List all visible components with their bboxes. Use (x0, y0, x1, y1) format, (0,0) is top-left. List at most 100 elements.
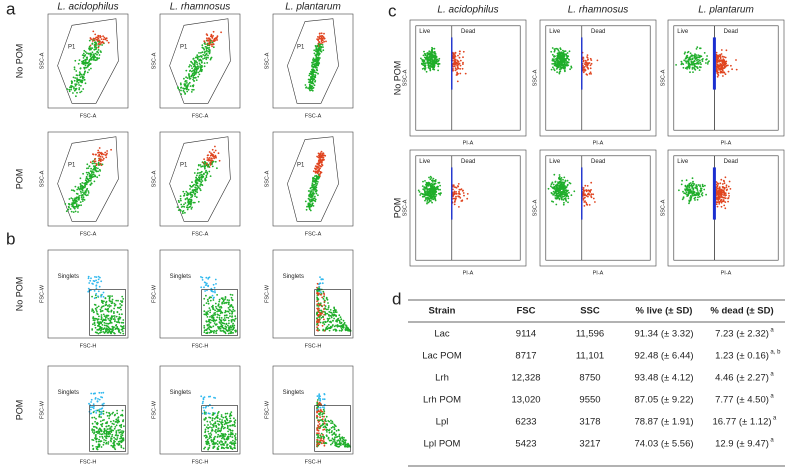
event-dot (193, 65, 195, 68)
event-dot (222, 416, 225, 419)
event-dot (117, 434, 119, 437)
event-dot (68, 206, 70, 209)
event-dot (114, 440, 116, 443)
event-dot (211, 424, 214, 426)
event-dot (214, 397, 217, 399)
event-dot (335, 309, 337, 311)
event-dot (208, 412, 211, 415)
event-dot (88, 177, 91, 180)
event-dot (317, 324, 320, 327)
event-dot (322, 152, 325, 155)
event-dot (555, 68, 558, 70)
event-dot (97, 163, 100, 165)
event-dot (75, 205, 78, 208)
event-dot (457, 54, 459, 57)
event-dot (570, 194, 573, 197)
event-dot (317, 181, 319, 183)
event-dot (228, 433, 230, 436)
event-dot (99, 308, 102, 311)
event-dot (343, 436, 345, 439)
event-dot (206, 62, 209, 64)
event-dot (220, 443, 223, 446)
event-dot (177, 87, 180, 90)
event-dot (312, 170, 315, 173)
event-dot (210, 315, 213, 317)
event-dot (340, 442, 342, 444)
event-dot (317, 159, 320, 162)
event-dot (232, 433, 234, 436)
event-dot (100, 416, 102, 418)
event-dot (551, 58, 554, 61)
event-dot (81, 194, 84, 196)
event-dot (338, 325, 341, 328)
event-dot (104, 330, 107, 333)
event-dot (212, 447, 215, 449)
event-dot (422, 180, 424, 183)
event-dot (97, 429, 100, 431)
event-dot (216, 415, 218, 418)
row-label: No POM (14, 277, 24, 312)
event-dot (99, 310, 102, 313)
event-dot (565, 64, 567, 67)
event-dot (215, 431, 218, 434)
event-dot (85, 183, 88, 186)
event-dot (95, 412, 98, 414)
event-dot (314, 71, 317, 74)
event-dot (566, 179, 569, 182)
event-dot (211, 294, 214, 297)
event-dot (313, 197, 316, 200)
event-dot (430, 177, 433, 179)
event-dot (321, 44, 324, 46)
gate-singlets (89, 405, 126, 452)
event-dot (332, 309, 335, 312)
event-dot (311, 199, 314, 202)
event-dot (91, 162, 94, 165)
event-dot (439, 184, 441, 187)
event-dot (685, 55, 688, 58)
event-dot (69, 208, 72, 210)
event-dot (224, 301, 227, 304)
event-dot (316, 326, 318, 329)
event-dot (433, 52, 436, 55)
event-dot (205, 417, 207, 420)
event-dot (121, 414, 124, 417)
event-dot (207, 310, 210, 313)
event-dot (347, 445, 350, 448)
event-dot (317, 163, 320, 166)
event-dot (193, 80, 196, 82)
event-dot (101, 293, 103, 296)
gate-live (545, 155, 583, 261)
event-dot (121, 325, 123, 328)
event-dot (87, 192, 90, 194)
event-dot (206, 282, 208, 285)
event-dot (231, 324, 234, 327)
event-dot (183, 192, 186, 195)
event-dot (77, 79, 80, 82)
event-dot (190, 208, 193, 210)
event-dot (206, 316, 209, 318)
event-dot (216, 167, 218, 170)
event-dot (559, 47, 562, 50)
event-dot (197, 71, 200, 74)
event-dot (71, 81, 74, 83)
event-dot (226, 412, 229, 415)
event-dot (200, 395, 203, 398)
event-dot (214, 435, 217, 438)
event-dot (719, 53, 721, 56)
event-dot (100, 396, 102, 398)
plot-frame (539, 19, 657, 137)
event-dot (103, 419, 105, 421)
event-dot (208, 442, 210, 445)
event-dot (459, 68, 462, 70)
event-dot (208, 52, 211, 55)
event-dot (437, 63, 440, 66)
event-dot (453, 65, 456, 68)
event-dot (326, 320, 329, 323)
event-dot (101, 310, 104, 312)
event-dot (325, 442, 328, 444)
event-dot (304, 84, 307, 86)
event-dot (433, 68, 436, 71)
event-dot (307, 78, 310, 81)
event-dot (110, 315, 113, 318)
event-dot (436, 58, 439, 61)
